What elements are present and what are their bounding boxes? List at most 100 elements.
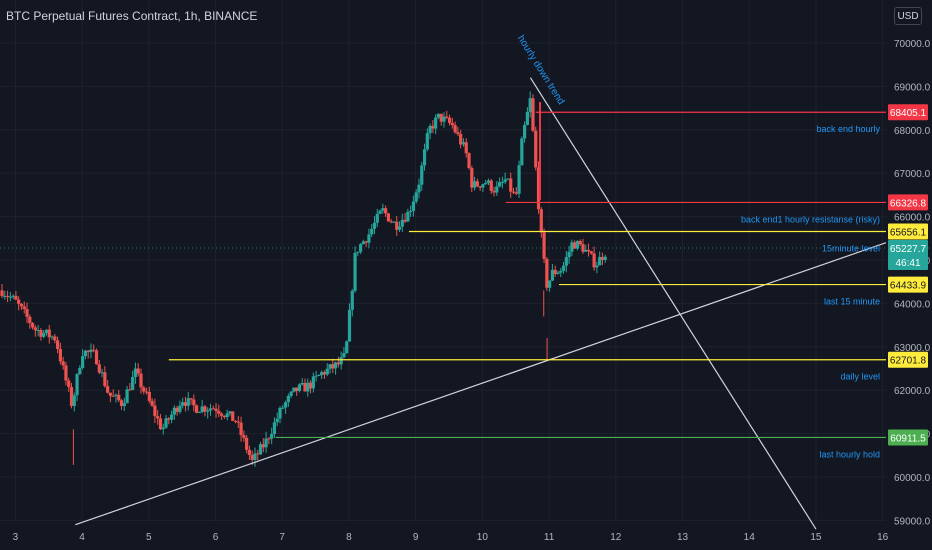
- time-tick-label: 11: [544, 532, 555, 543]
- candle-body: [5, 295, 10, 297]
- candle-body: [567, 251, 571, 258]
- candle-body: [420, 165, 424, 185]
- candle-body: [283, 402, 288, 408]
- candle-body: [311, 376, 315, 389]
- candle-body: [14, 295, 18, 300]
- candle-body: [131, 377, 135, 390]
- candle-body: [147, 391, 151, 401]
- candle-body: [114, 394, 118, 396]
- candle-body: [72, 395, 76, 406]
- candle-body: [133, 368, 138, 378]
- candle-body: [403, 219, 407, 222]
- candle-body: [25, 308, 29, 317]
- candle-body: [545, 258, 549, 288]
- horizontal-levels[interactable]: back end hourly back end1 hourly resistan…: [168, 111, 886, 459]
- candle-body: [459, 134, 463, 145]
- candle-body: [247, 449, 252, 455]
- candle-body: [509, 178, 513, 192]
- candle-body: [194, 405, 199, 413]
- price-tag-label: 60911.5: [890, 433, 926, 444]
- candle-body: [8, 296, 12, 298]
- candle-body: [295, 387, 299, 391]
- candle-body: [150, 400, 154, 406]
- candle-body: [592, 253, 596, 268]
- candle-body: [528, 98, 532, 112]
- candle-body: [200, 406, 204, 412]
- candle-body: [136, 368, 140, 374]
- candle-body: [272, 422, 277, 435]
- price-tags: 68405.1 66326.8 65656.1 64433.9 62701.8 60911…: [888, 104, 928, 446]
- price-tick-label: 69000.0: [894, 82, 931, 93]
- candle-body: [523, 124, 527, 139]
- candle-body: [367, 234, 371, 243]
- candle-body: [119, 400, 124, 406]
- candle-body: [581, 244, 585, 252]
- down-trend-line[interactable]: [529, 77, 817, 530]
- candle-body: [322, 372, 327, 375]
- candle-body: [584, 249, 588, 252]
- candle-body: [392, 221, 396, 223]
- candle-body: [389, 221, 393, 223]
- candle-body: [186, 398, 190, 406]
- candle-body: [384, 208, 388, 214]
- candle-body: [161, 427, 165, 430]
- candle-body: [411, 201, 416, 211]
- level-label: last hourly hold: [819, 449, 880, 459]
- price-tag-label: 62701.8: [890, 356, 927, 367]
- candle-body: [61, 361, 65, 366]
- current-price-tag: [888, 240, 928, 270]
- candle-body: [11, 295, 15, 297]
- candle-body: [325, 368, 329, 375]
- candle-body: [539, 209, 543, 233]
- candle-body: [75, 374, 79, 396]
- price-tick-label: 67000.0: [894, 169, 931, 180]
- candle-body: [536, 167, 541, 210]
- candle-body: [548, 280, 552, 288]
- candle-body: [125, 389, 129, 404]
- candle-body: [181, 402, 185, 406]
- time-tick-label: 14: [744, 532, 756, 543]
- candle-body: [197, 411, 201, 413]
- time-tick-label: 4: [79, 532, 85, 543]
- candle-body: [278, 407, 282, 419]
- candle-body: [447, 117, 452, 123]
- candle-body: [378, 210, 382, 214]
- trend-lines[interactable]: hourly down trend: [75, 33, 887, 530]
- candle-body: [64, 365, 68, 381]
- candle-body: [214, 408, 218, 411]
- candle-body: [153, 405, 157, 417]
- price-tick-label: 70000.0: [894, 39, 931, 50]
- candle-body: [97, 364, 101, 373]
- price-tag-label: 64433.9: [890, 281, 927, 292]
- candle-body: [442, 116, 446, 122]
- chart-title: BTC Perpetual Futures Contract, 1h, BINA…: [6, 9, 258, 23]
- currency-button[interactable]: USD: [894, 7, 922, 25]
- ascending-trend-line[interactable]: [75, 242, 887, 526]
- candle-body: [517, 165, 521, 194]
- candle-body: [472, 181, 477, 188]
- current-price-label: 65227.7: [890, 244, 927, 255]
- candlestick-series: [0, 91, 607, 467]
- time-axis[interactable]: 3 4 5 6 7 8 9 10 11 12 13 14 15 16: [13, 532, 889, 543]
- candle-body: [92, 349, 96, 351]
- candle-body: [211, 408, 215, 410]
- candle-body: [117, 394, 121, 401]
- candle-body: [564, 257, 568, 266]
- candle-body: [353, 252, 357, 291]
- candle-body: [534, 130, 538, 168]
- candle-body: [245, 437, 249, 450]
- candle-body: [156, 416, 160, 419]
- candle-body: [497, 182, 502, 187]
- candle-body: [220, 413, 224, 416]
- price-tag-label: 66326.8: [890, 198, 927, 209]
- time-tick-label: 6: [213, 532, 219, 543]
- candle-body: [270, 434, 274, 439]
- grid-lines: [0, 0, 932, 521]
- time-tick-label: 15: [810, 532, 822, 543]
- time-tick-label: 5: [146, 532, 152, 543]
- candle-body: [450, 122, 454, 126]
- candle-body: [578, 240, 582, 245]
- candle-body: [484, 182, 488, 185]
- candle-body: [100, 372, 104, 374]
